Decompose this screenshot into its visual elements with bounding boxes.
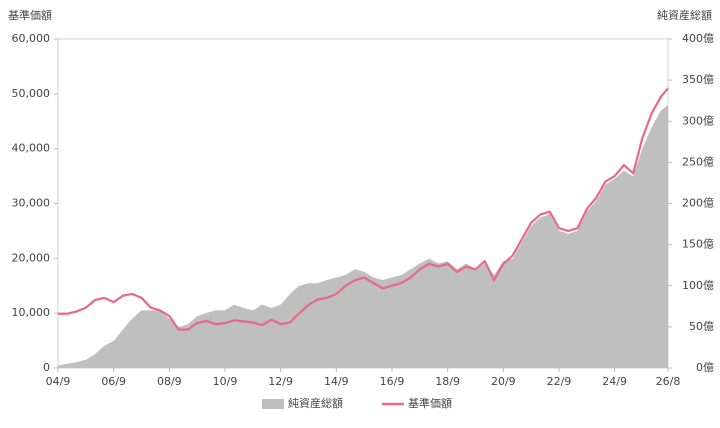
x-tick-label: 12/9 <box>268 375 293 388</box>
x-tick-label: 22/9 <box>547 375 572 388</box>
y-tick-label: 20,000 <box>12 251 51 264</box>
x-tick-label: 18/9 <box>435 375 460 388</box>
y-tick-label: 50,000 <box>12 87 51 100</box>
x-tick-label: 16/9 <box>380 375 405 388</box>
x-tick-label: 24/9 <box>602 375 627 388</box>
y2-tick-label: 350億 <box>682 73 714 86</box>
y2-tick-label: 100億 <box>682 279 714 292</box>
x-tick-label: 08/9 <box>157 375 182 388</box>
y2-axis-title: 純資産総額 <box>657 8 712 22</box>
y2-tick-label: 200億 <box>682 197 714 210</box>
legend-label: 純資産総額 <box>288 396 343 410</box>
x-tick-label: 26/8 <box>656 375 681 388</box>
y2-tick-label: 0億 <box>696 361 714 374</box>
x-tick-label: 10/9 <box>213 375 238 388</box>
x-tick-label: 20/9 <box>491 375 516 388</box>
legend-label: 基準価額 <box>408 396 452 410</box>
y-tick-label: 40,000 <box>12 142 51 155</box>
y-tick-label: 30,000 <box>12 197 51 210</box>
y2-tick-label: 150億 <box>682 238 714 251</box>
y2-tick-label: 300億 <box>682 114 714 127</box>
net-assets-area <box>58 104 668 369</box>
y2-tick-label: 400億 <box>682 32 714 45</box>
y-tick-label: 10,000 <box>12 306 51 319</box>
legend-swatch <box>262 399 284 409</box>
x-tick-label: 06/9 <box>101 375 126 388</box>
y-tick-label: 60,000 <box>12 32 51 45</box>
x-tick-label: 04/9 <box>46 375 71 388</box>
nav-line <box>58 87 669 331</box>
y-axis-title: 基準価額 <box>8 8 52 22</box>
x-tick-label: 14/9 <box>324 375 349 388</box>
y2-tick-label: 50億 <box>689 320 714 333</box>
y-tick-label: 0 <box>43 361 50 374</box>
y2-tick-label: 250億 <box>682 155 714 168</box>
